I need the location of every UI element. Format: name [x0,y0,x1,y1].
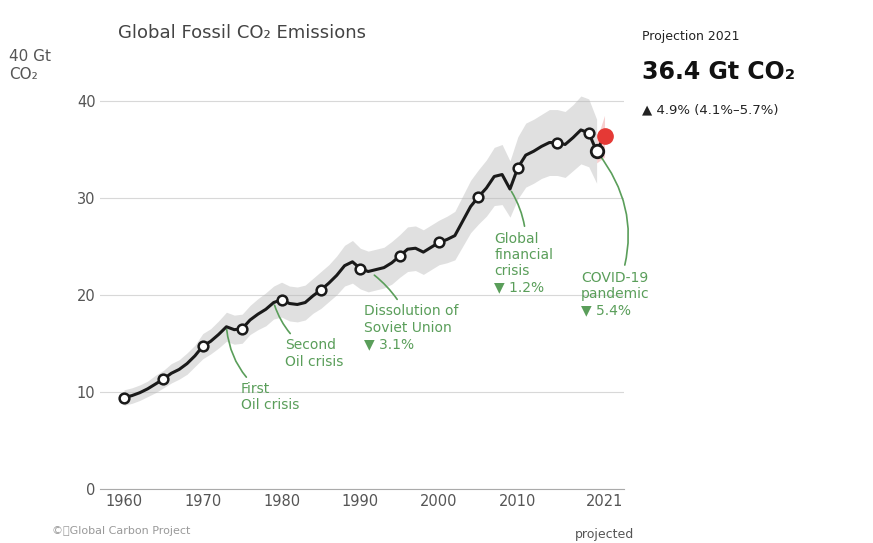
Text: ©ⓈGlobal Carbon Project: ©ⓈGlobal Carbon Project [52,527,191,536]
Text: First
Oil crisis: First Oil crisis [227,330,299,412]
Text: 40 Gt
CO₂: 40 Gt CO₂ [9,49,51,83]
Text: projected: projected [575,528,634,541]
Text: Global Fossil CO₂ Emissions: Global Fossil CO₂ Emissions [118,24,366,42]
Text: Second
Oil crisis: Second Oil crisis [274,305,344,369]
Text: Projection 2021: Projection 2021 [642,30,739,43]
Text: Dissolution of
Soviet Union
▼ 3.1%: Dissolution of Soviet Union ▼ 3.1% [364,275,459,351]
Text: Global
financial
crisis
▼ 1.2%: Global financial crisis ▼ 1.2% [494,192,553,294]
Text: ▲ 4.9% (4.1%–5.7%): ▲ 4.9% (4.1%–5.7%) [642,103,778,116]
Text: 36.4 Gt CO₂: 36.4 Gt CO₂ [642,60,794,84]
Text: COVID-19
pandemic
▼ 5.4%: COVID-19 pandemic ▼ 5.4% [581,154,650,317]
